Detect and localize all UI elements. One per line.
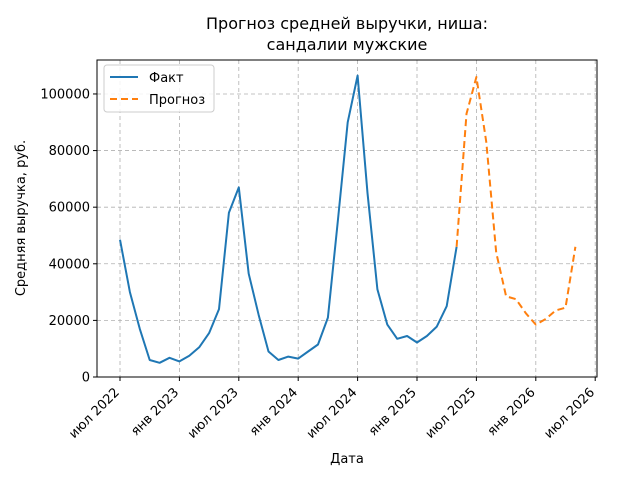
y-tick-label: 40000 bbox=[49, 257, 90, 272]
chart-title-line-1: Прогноз средней выручки, ниша: bbox=[206, 14, 488, 33]
y-tick-label: 80000 bbox=[49, 144, 90, 159]
legend-label-fact: Факт bbox=[149, 71, 184, 86]
y-tick-label: 0 bbox=[82, 371, 90, 386]
legend-label-forecast: Прогноз bbox=[149, 93, 205, 108]
plot-area-frame bbox=[96, 59, 598, 378]
y-tick-label: 20000 bbox=[49, 314, 90, 329]
y-tick-label: 100000 bbox=[40, 87, 90, 102]
x-axis-label: Дата bbox=[330, 452, 364, 467]
chart-title-line-2: сандалии мужские bbox=[267, 35, 428, 54]
y-tick-label: 60000 bbox=[49, 201, 90, 216]
y-axis-ticks: 0 20000 40000 60000 80000 100000 bbox=[40, 87, 97, 386]
series-line-forecast bbox=[455, 76, 577, 326]
y-axis-label: Средняя выручка, руб. bbox=[14, 140, 29, 296]
series-layer bbox=[119, 74, 577, 364]
series-line-fact bbox=[119, 74, 458, 364]
legend: Факт Прогноз bbox=[103, 64, 215, 113]
